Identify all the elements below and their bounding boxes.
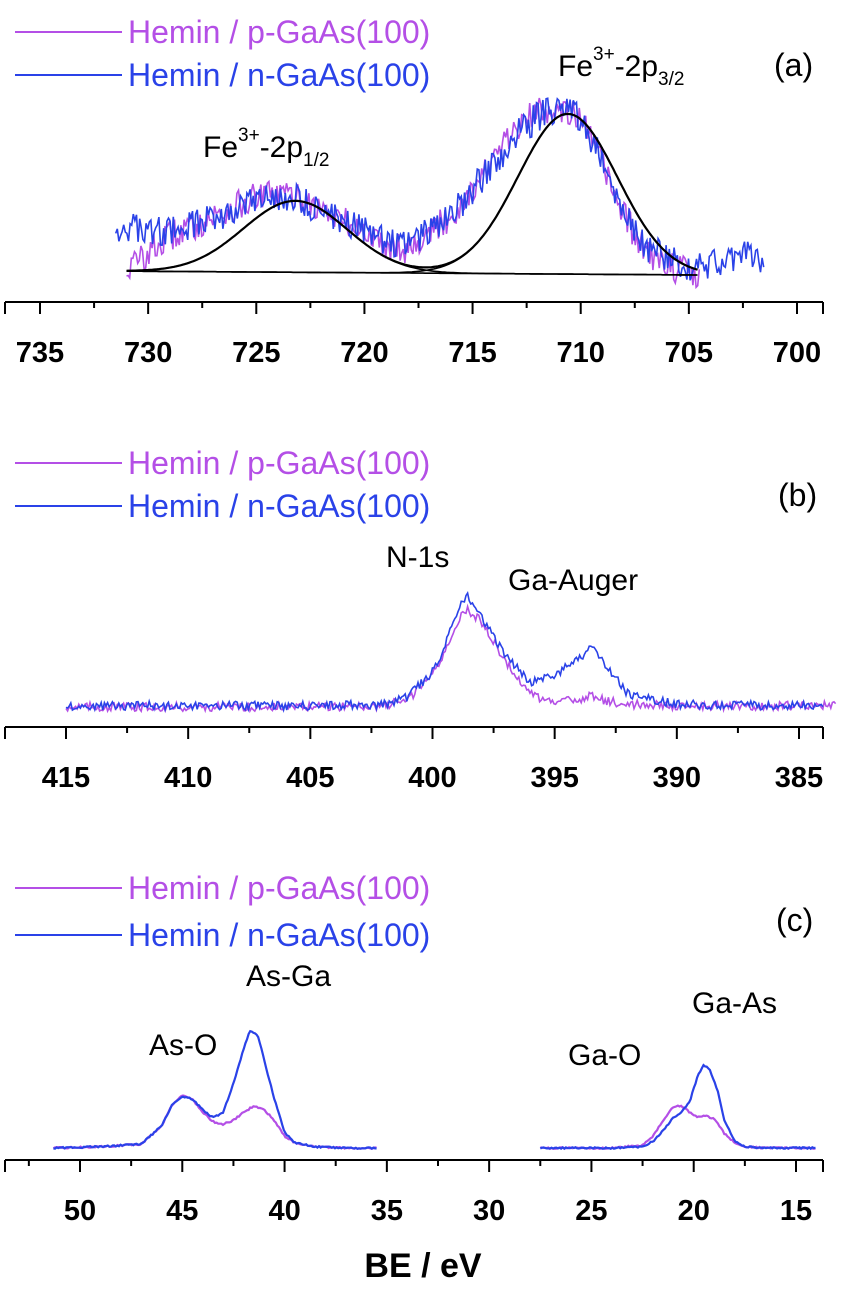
legend-label-n-gaas-b: Hemin / n-GaAs(100): [128, 488, 430, 524]
annotation-fe-2p12: Fe3+-2p1/2: [203, 125, 329, 171]
legend-label-p-gaas-c: Hemin / p-GaAs(100): [128, 870, 430, 906]
annotation-fe-2p32-sub: 3/2: [658, 69, 684, 90]
legend-label-n-gaas-c: Hemin / n-GaAs(100): [128, 917, 430, 953]
panel-b: 415 410 405 400 395 390 385 Hemin / p-GaAs(100…: [4, 445, 837, 794]
x-tick-label-c-50: 50: [64, 1195, 96, 1227]
annotation-as-ga: As-Ga: [246, 960, 331, 993]
annotation-fe-2p32-tail: -2p: [615, 50, 658, 83]
panel-a-legend: Hemin / p-GaAs(100) Hemin / n-GaAs(100): [15, 14, 430, 93]
x-tick-label-a-710: 710: [557, 337, 605, 369]
annotation-fe-2p32-sup: 3+: [593, 44, 615, 65]
annotation-fe-2p12-tail: -2p: [260, 131, 303, 164]
x-tick-label-c-20: 20: [678, 1195, 710, 1227]
panel-c: 50 45 40 35 30 25 20 15 Hemin / p-GaAs(100) Hem…: [4, 870, 824, 1227]
x-tick-label-a-725: 725: [232, 337, 280, 369]
legend-label-n-gaas-a: Hemin / n-GaAs(100): [128, 57, 430, 93]
annotation-n-1s: N-1s: [386, 541, 449, 574]
x-tick-label-a-735: 735: [16, 337, 64, 369]
panel-b-legend: Hemin / p-GaAs(100) Hemin / n-GaAs(100): [15, 445, 430, 524]
legend-label-p-gaas-a: Hemin / p-GaAs(100): [128, 14, 430, 50]
panel-b-series: [65, 591, 837, 714]
panel-a-fit: [126, 112, 698, 276]
panel-a-ticks: 735 730 725 720 715 710 705 700: [4, 302, 824, 369]
x-tick-label-b-415: 415: [42, 762, 90, 794]
x-tick-label-c-30: 30: [473, 1195, 505, 1227]
panel-c-ticks: 50 45 40 35 30 25 20 15: [4, 1160, 824, 1227]
series-line-n-gaas-c-seg0: [53, 1029, 377, 1151]
series-line-p-gaas-b: [65, 603, 837, 714]
annotation-fe-2p32-base: Fe: [558, 50, 593, 83]
panel-c-legend: Hemin / p-GaAs(100) Hemin / n-GaAs(100): [15, 870, 430, 953]
annotation-fe-2p12-sub: 1/2: [303, 150, 329, 171]
annotation-as-o: As-O: [149, 1029, 217, 1062]
x-tick-label-b-395: 395: [530, 762, 578, 794]
annotation-fe-2p32: Fe3+-2p3/2: [558, 44, 684, 90]
panel-a-series: [114, 97, 765, 290]
annotation-ga-as: Ga-As: [692, 987, 777, 1020]
panel-c-series: [52, 1029, 816, 1151]
x-tick-label-b-390: 390: [653, 762, 701, 794]
x-axis-label: BE / eV: [364, 1247, 481, 1285]
x-tick-label-a-705: 705: [665, 337, 713, 369]
panel-a: 735 730 725 720 715 710 705 700 Hemin / p-GaAs(…: [4, 14, 824, 369]
series-line-n-gaas-a: [114, 97, 765, 281]
annotation-fe-2p12-sup: 3+: [238, 125, 260, 146]
x-tick-label-c-25: 25: [575, 1195, 607, 1227]
x-tick-label-b-405: 405: [286, 762, 334, 794]
series-line-p-gaas-c-seg1: [540, 1104, 816, 1151]
x-tick-label-a-720: 720: [340, 337, 388, 369]
series-line-n-gaas-b: [65, 591, 824, 713]
panel-label-c: (c): [776, 902, 813, 938]
annotation-ga-o: Ga-O: [568, 1039, 641, 1072]
x-tick-label-b-400: 400: [408, 762, 456, 794]
x-tick-label-b-410: 410: [164, 762, 212, 794]
panel-b-ticks: 415 410 405 400 395 390 385: [4, 727, 824, 794]
panel-label-a: (a): [774, 47, 813, 83]
annotation-ga-auger: Ga-Auger: [508, 564, 638, 597]
x-tick-label-c-45: 45: [166, 1195, 198, 1227]
x-tick-label-a-715: 715: [448, 337, 496, 369]
x-tick-label-b-385: 385: [775, 762, 823, 794]
legend-label-p-gaas-b: Hemin / p-GaAs(100): [128, 445, 430, 481]
x-tick-label-c-15: 15: [780, 1195, 812, 1227]
annotation-fe-2p12-base: Fe: [203, 131, 238, 164]
fit-envelope: [126, 112, 698, 272]
series-line-p-gaas-c-seg0: [52, 1094, 377, 1151]
series-line-n-gaas-c-seg1: [539, 1063, 816, 1151]
x-tick-label-a-700: 700: [773, 337, 821, 369]
x-tick-label-c-40: 40: [268, 1195, 300, 1227]
panel-label-b: (b): [778, 477, 817, 513]
x-tick-label-c-35: 35: [371, 1195, 403, 1227]
x-tick-label-a-730: 730: [124, 337, 172, 369]
